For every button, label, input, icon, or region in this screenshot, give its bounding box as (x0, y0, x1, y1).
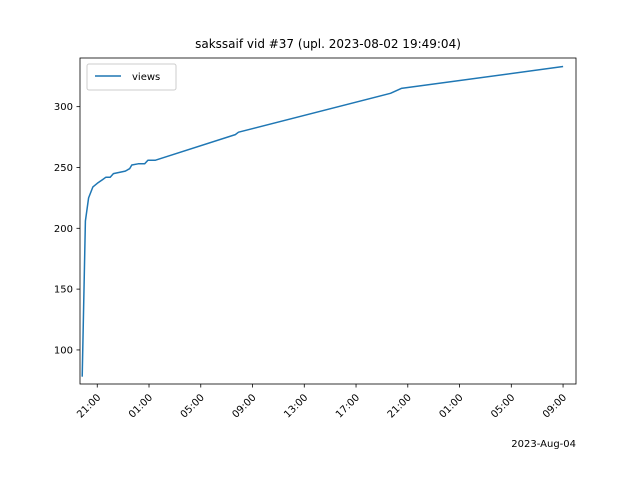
axes-frame (79, 57, 577, 385)
x-tick-label-9: 09:00 (541, 392, 569, 420)
y-tick-label-100: 100 (54, 345, 73, 356)
y-tick-label-300: 300 (54, 102, 73, 113)
y-tick-label-150: 150 (54, 285, 73, 296)
legend: views (86, 63, 177, 91)
y-tick-label-250: 250 (54, 163, 73, 174)
x-tick-label-2: 05:00 (179, 392, 207, 420)
x-tick-label-1: 01:00 (127, 392, 155, 420)
x-offset-label: 2023-Aug-04 (511, 439, 576, 450)
plot-area: 100 150 200 250 300 21:00 01:00 05:00 09:00 13:00… (54, 57, 577, 421)
x-tick-label-7: 01:00 (438, 392, 466, 420)
chart-title: sakssaif vid #37 (upl. 2023-08-02 19:49:… (195, 37, 461, 51)
legend-box (86, 63, 177, 91)
x-tick-label-5: 17:00 (334, 392, 362, 420)
x-tick-label-6: 21:00 (386, 392, 414, 420)
x-tick-label-0: 21:00 (75, 392, 103, 420)
x-tick-label-8: 05:00 (489, 392, 517, 420)
x-tick-label-4: 13:00 (282, 392, 310, 420)
x-tick-label-3: 09:00 (230, 392, 258, 420)
legend-label-views: views (132, 72, 160, 83)
y-tick-label-200: 200 (54, 224, 73, 235)
series-line-views (81, 65, 564, 377)
